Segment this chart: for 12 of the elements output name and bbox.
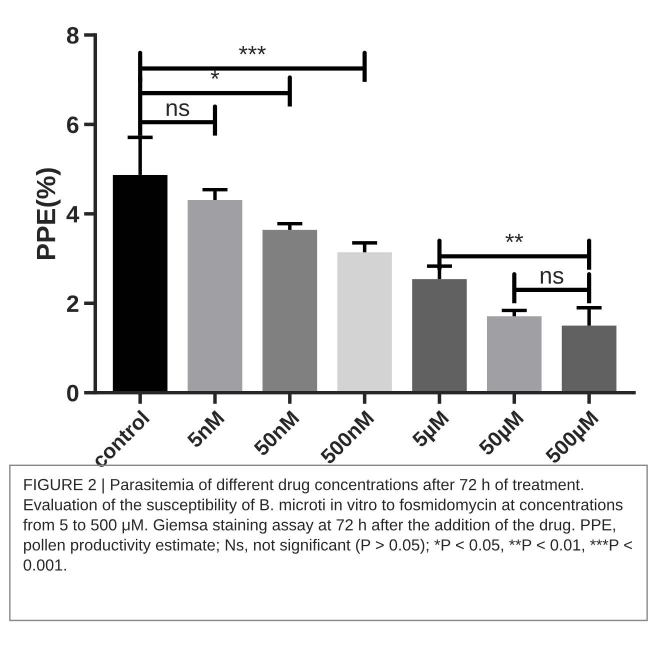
annotation: ** — [505, 234, 524, 242]
y-tick-label: 6 — [67, 116, 78, 134]
annotation: ns — [540, 270, 564, 284]
annotation: ns — [166, 103, 190, 116]
y-tick-label: 4 — [66, 206, 80, 222]
annotation: *** — [238, 46, 266, 54]
y-axis-title: PPE(%) — [36, 168, 61, 259]
y-tick-label: 0 — [67, 384, 78, 402]
caption: FIGURE 2 | Parasitemia of different drug concentrations after 72 h of treatment. Evaluation of the susceptibility of B. microti in vitro to fosmidomycin at concentrations from 5 to 500 μM. Giemsa staining assay at 72 h after the addition of the drug. PPE, pollen productivity estimate; Ns, not significant (P > 0.05); *P < 0.05, **P < 0.01, ***P < 0.001. — [23, 478, 632, 571]
annotation: * — [210, 70, 220, 79]
y-tick-label: 8 — [66, 27, 79, 44]
y-tick-label: 2 — [66, 295, 78, 312]
